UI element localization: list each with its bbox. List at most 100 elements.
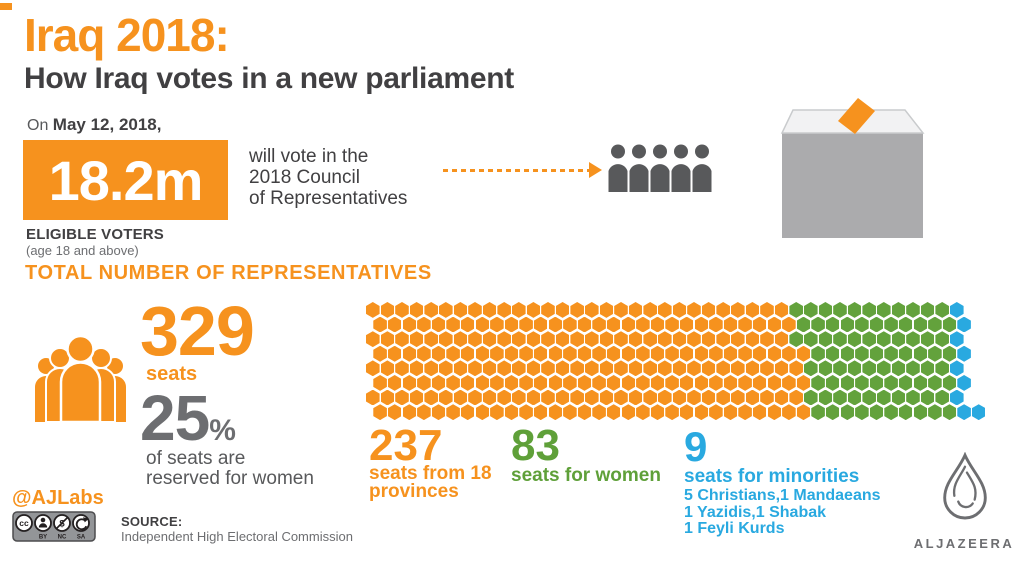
women-quota-note: of seats are reserved for women <box>146 448 314 489</box>
seat-hex <box>709 404 723 421</box>
vote-date: On May 12, 2018, <box>27 115 162 135</box>
seat-hex <box>431 404 446 421</box>
seat-hex <box>774 331 789 348</box>
seat-hex <box>541 331 555 348</box>
seat-hex <box>570 302 584 318</box>
seat-hex <box>811 404 825 421</box>
seat-hex <box>366 360 380 377</box>
corner-tab <box>0 3 12 10</box>
seat-hex <box>468 331 482 348</box>
seat-hex <box>847 302 862 318</box>
seat-hex <box>957 404 971 421</box>
seat-hex <box>526 389 541 406</box>
seat-hex <box>752 375 767 391</box>
dashed-arrow <box>443 169 589 172</box>
seat-hex <box>847 389 862 406</box>
seat-hex <box>804 389 818 406</box>
seat-hex <box>446 375 460 391</box>
seat-hex <box>672 331 687 348</box>
seat-hex <box>687 302 701 318</box>
seat-hex <box>585 331 599 348</box>
seat-hex <box>950 302 964 318</box>
women-quota-percent: 25% <box>140 382 236 454</box>
seat-hex <box>475 345 490 362</box>
seat-hex <box>679 316 694 333</box>
seat-hex <box>555 389 570 406</box>
seat-hex <box>643 360 657 377</box>
svg-text:cc: cc <box>19 518 29 528</box>
seat-hex <box>825 345 840 362</box>
seat-hex <box>752 404 767 421</box>
seat-hex <box>650 316 665 333</box>
seat-hex <box>709 316 723 333</box>
seat-hex <box>701 331 716 348</box>
seat-hex <box>782 404 796 421</box>
seat-hex <box>563 316 577 333</box>
seat-hex <box>475 316 490 333</box>
women-seats-label: seats for women <box>511 465 661 486</box>
seat-hex <box>482 360 497 377</box>
seat-hex <box>606 345 621 362</box>
seat-hex <box>716 302 730 318</box>
seat-hex <box>512 331 526 348</box>
seat-hex <box>519 404 533 421</box>
seat-hex <box>380 389 395 406</box>
seat-hex <box>847 360 862 377</box>
seat-hex <box>555 302 570 318</box>
seat-hex <box>614 389 628 406</box>
seat-hex <box>957 345 971 362</box>
seat-hex <box>585 389 599 406</box>
seat-hex <box>439 302 453 318</box>
seat-hex <box>606 375 621 391</box>
seat-hex <box>928 375 942 391</box>
seat-hex <box>490 345 504 362</box>
seat-hex <box>782 375 796 391</box>
seat-hex <box>402 404 417 421</box>
seat-hex <box>833 331 847 348</box>
seat-hex <box>460 345 475 362</box>
source-name: Independent High Electoral Commission <box>121 529 353 544</box>
seat-hex <box>971 404 986 421</box>
aljazeera-logo-icon <box>943 452 987 520</box>
seat-hex <box>439 331 453 348</box>
seat-hex <box>950 331 964 348</box>
seat-hex <box>701 389 716 406</box>
seat-hex <box>811 316 825 333</box>
seat-hex <box>606 404 621 421</box>
seat-hex <box>519 375 533 391</box>
seat-hex <box>533 375 548 391</box>
seat-hex <box>658 331 672 348</box>
seat-hex <box>504 404 519 421</box>
seat-hex <box>658 360 672 377</box>
seat-hex <box>789 302 803 318</box>
seat-hex <box>789 331 803 348</box>
seat-hex <box>862 302 876 318</box>
seat-hex <box>453 360 468 377</box>
seat-hex <box>387 316 402 333</box>
seat-hex <box>935 389 949 406</box>
seat-hex <box>599 389 614 406</box>
seat-hex <box>752 316 767 333</box>
seat-hex <box>687 360 701 377</box>
seat-hex <box>898 316 913 333</box>
seat-hex <box>687 389 701 406</box>
seat-hex <box>716 389 730 406</box>
eligible-voters-count: 18.2m <box>48 148 204 212</box>
seat-hex <box>709 375 723 391</box>
seat-hex <box>409 331 424 348</box>
seat-hex <box>855 404 869 421</box>
seat-hex <box>526 360 541 377</box>
seat-hex <box>526 302 541 318</box>
seat-hex <box>694 375 709 391</box>
seat-hex <box>395 389 409 406</box>
seat-hex <box>679 375 694 391</box>
seat-hex <box>373 404 387 421</box>
seat-hex <box>818 302 833 318</box>
ajlabs-handle: @AJLabs <box>12 487 104 509</box>
seat-hex <box>402 345 417 362</box>
seat-hex <box>862 360 876 377</box>
seat-hex <box>869 404 884 421</box>
seat-hex <box>490 316 504 333</box>
seat-hex <box>840 375 855 391</box>
seat-hex <box>512 302 526 318</box>
